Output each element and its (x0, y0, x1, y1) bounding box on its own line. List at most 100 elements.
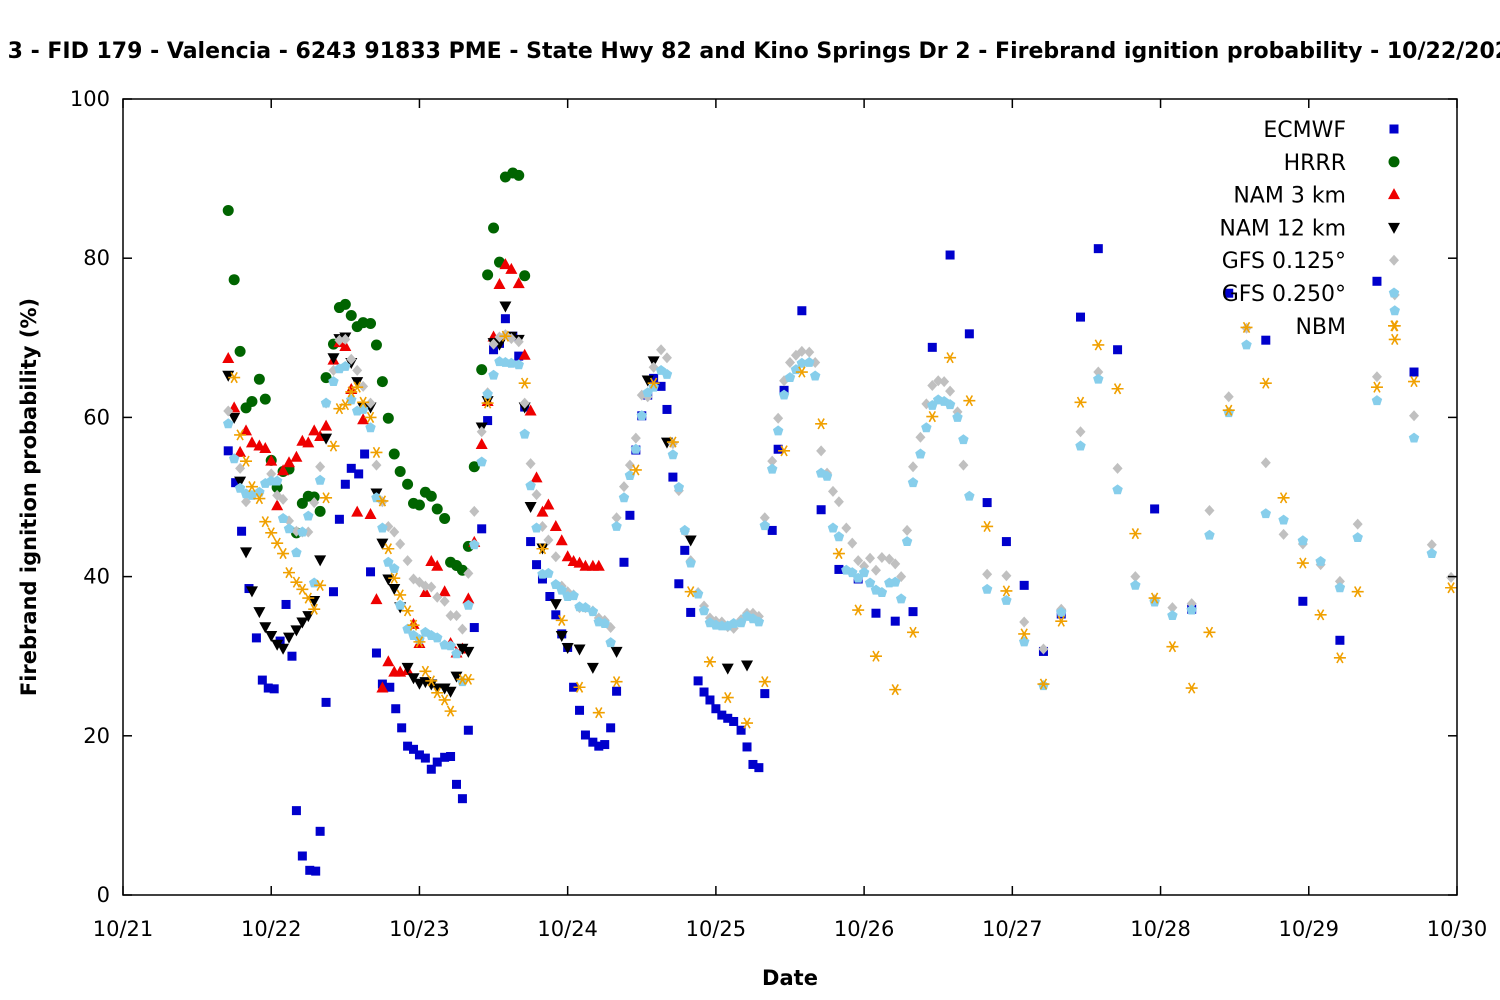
data-point (666, 436, 679, 448)
data-point (370, 339, 382, 351)
data-point (1055, 615, 1068, 627)
data-point (346, 353, 357, 365)
data-point (463, 567, 474, 579)
data-point (401, 662, 414, 674)
data-point (656, 381, 666, 391)
data-point (1019, 580, 1029, 590)
x-tick-label: 10/30 (1427, 917, 1488, 941)
data-point (291, 547, 302, 558)
data-point (1000, 585, 1013, 597)
data-point (573, 556, 586, 568)
data-point (797, 306, 807, 316)
data-point (376, 538, 389, 550)
data-point (308, 491, 320, 503)
data-point (804, 346, 815, 358)
data-point (477, 524, 487, 534)
data-point (908, 461, 919, 473)
y-tick-label: 100 (70, 87, 110, 111)
data-point (699, 687, 709, 697)
data-point (1203, 626, 1216, 638)
data-point (1371, 371, 1382, 383)
data-point (228, 453, 240, 464)
data-point (588, 737, 598, 747)
data-point (531, 522, 542, 533)
data-point (636, 410, 648, 421)
data-point (821, 470, 833, 481)
data-point (376, 376, 388, 388)
data-point (524, 502, 537, 514)
data-point (1388, 333, 1401, 345)
data-point (1223, 407, 1234, 418)
data-point (407, 673, 420, 685)
data-point (543, 534, 554, 546)
data-point (611, 520, 622, 531)
data-point (320, 492, 333, 504)
data-point (785, 356, 795, 368)
data-point (624, 470, 636, 480)
data-point (758, 676, 771, 688)
data-point (901, 536, 913, 547)
data-point (1297, 535, 1309, 546)
data-point (334, 334, 345, 346)
data-point (536, 543, 549, 555)
data-point (339, 340, 352, 352)
data-point (420, 580, 431, 592)
legend-item: NBM (1295, 315, 1400, 340)
data-point (519, 270, 531, 282)
data-point (575, 705, 585, 715)
data-point (711, 704, 721, 714)
data-point (228, 412, 241, 424)
data-point (1093, 244, 1103, 254)
data-point (388, 448, 400, 460)
legend-item: NAM 3 km (1233, 184, 1400, 209)
data-point (505, 262, 518, 274)
data-point (890, 558, 901, 570)
data-point (446, 751, 456, 761)
data-point (327, 440, 340, 452)
data-point (265, 527, 278, 539)
data-point (847, 537, 858, 549)
data-point (320, 419, 333, 431)
data-point (876, 587, 888, 597)
data-point (1130, 571, 1141, 583)
data-point (271, 499, 284, 511)
data-point (382, 412, 394, 424)
data-point (660, 437, 673, 449)
x-tick-label: 10/21 (93, 917, 154, 941)
data-point (328, 376, 339, 387)
legend-marker (1388, 188, 1400, 200)
data-point (278, 493, 289, 505)
data-point (833, 531, 845, 542)
data-point (351, 505, 364, 517)
data-point (1129, 528, 1142, 540)
data-point (420, 753, 430, 763)
data-point (425, 554, 438, 566)
legend-label: ECMWF (1263, 118, 1346, 143)
legend-item: NAM 12 km (1219, 216, 1400, 241)
data-point (890, 576, 901, 587)
data-point (431, 503, 443, 515)
data-point (489, 345, 499, 355)
plot-markers (222, 167, 1458, 876)
data-point (1001, 537, 1011, 547)
data-point (661, 352, 672, 364)
data-point (277, 643, 290, 655)
data-point (729, 716, 739, 726)
data-point (518, 377, 531, 389)
data-point (253, 607, 266, 619)
data-point (778, 389, 790, 400)
data-point (371, 459, 382, 471)
data-point (334, 514, 344, 524)
data-point (871, 608, 881, 618)
series-6 (228, 320, 1458, 729)
data-point (394, 466, 406, 478)
data-point (457, 794, 467, 804)
data-point (580, 602, 591, 613)
data-point (413, 636, 426, 648)
data-point (1074, 396, 1087, 408)
data-point (246, 395, 258, 407)
legend-label: NAM 12 km (1219, 216, 1346, 241)
data-point (703, 656, 716, 668)
data-point (804, 356, 815, 367)
data-point (1204, 505, 1215, 517)
